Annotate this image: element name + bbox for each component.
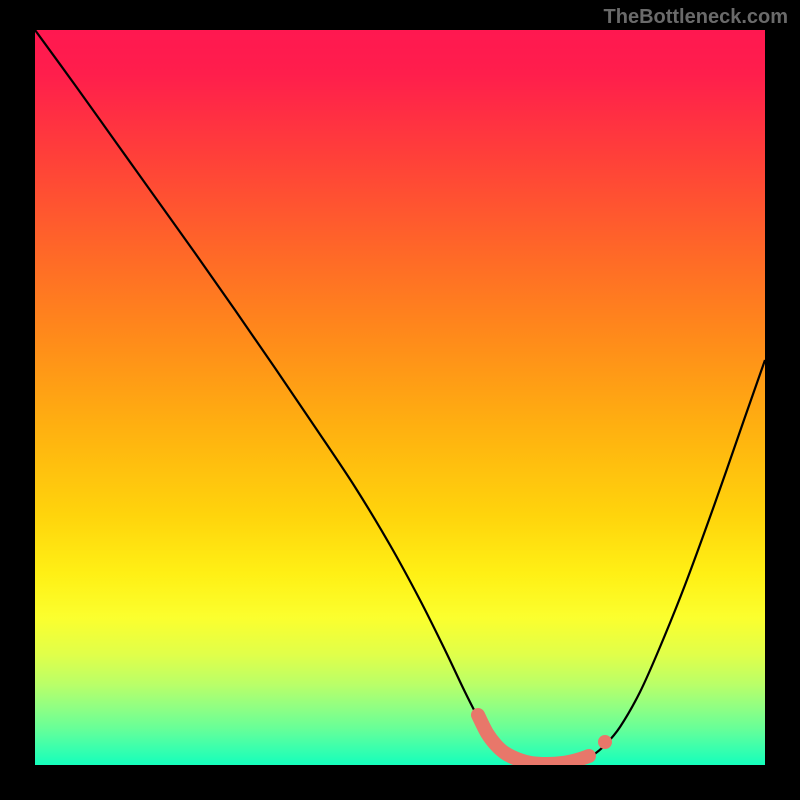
watermark-text: TheBottleneck.com	[604, 6, 788, 29]
bottleneck-curve-chart	[0, 0, 800, 800]
chart-container: TheBottleneck.com	[0, 0, 800, 800]
plot-background	[35, 30, 765, 765]
highlight-end-dot	[598, 735, 612, 749]
